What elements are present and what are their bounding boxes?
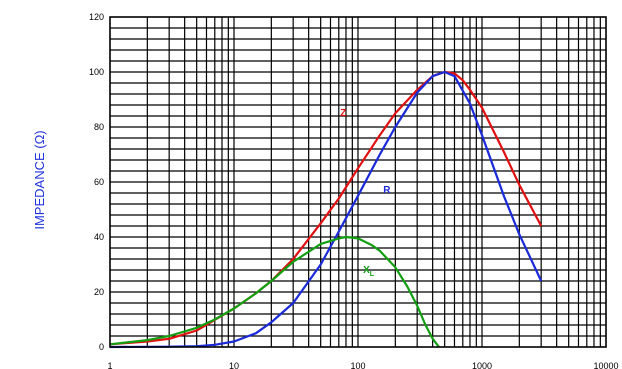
series-z-label: Z — [340, 108, 346, 119]
y-tick-label: 40 — [94, 232, 104, 242]
series-layer: Z R XL — [109, 70, 543, 349]
x-tick-label: 10 — [229, 361, 239, 369]
x-tick-label: 1000 — [472, 361, 492, 369]
y-tick-label: 60 — [94, 177, 104, 187]
x-tick-label: 100 — [350, 361, 365, 369]
y-tick-label: 100 — [89, 67, 104, 77]
y-tick-label: 80 — [94, 122, 104, 132]
x-tick-label: 10000 — [593, 361, 618, 369]
series-r-line — [109, 70, 543, 349]
series-xl-label: XL — [363, 265, 375, 278]
grid — [110, 17, 606, 347]
tick-labels: 1 10 100 1000 10000 0 20 40 60 80 100 120 — [89, 12, 619, 369]
series-r-label: R — [383, 185, 391, 196]
plot-frame — [109, 16, 607, 348]
y-tick-label: 20 — [94, 287, 104, 297]
y-tick-label: 120 — [89, 12, 104, 22]
x-tick-label: 1 — [107, 361, 112, 369]
y-tick-label: 0 — [99, 342, 104, 352]
y-axis-label: IMPEDANCE (Ω) — [32, 130, 47, 229]
series-xl-line — [109, 235, 440, 348]
